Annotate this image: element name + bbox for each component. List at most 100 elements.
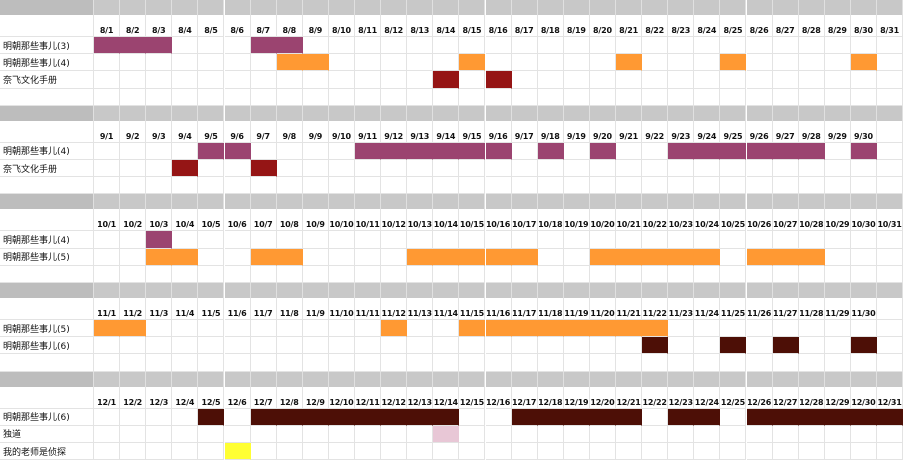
grid-cell[interactable] [877,443,904,460]
reading-day-cell[interactable] [720,337,747,355]
separator-cell[interactable] [433,0,460,15]
reading-day-cell[interactable] [224,443,251,460]
separator-cell[interactable] [328,283,355,298]
grid-cell[interactable] [146,320,173,338]
grid-cell[interactable] [616,142,643,160]
grid-cell[interactable] [381,337,408,355]
grid-cell[interactable] [146,177,173,195]
grid-cell[interactable] [668,425,695,443]
date-header-cell[interactable]: 12/5 [198,386,225,409]
reading-day-cell[interactable] [589,320,616,338]
reading-day-cell[interactable] [668,408,695,426]
reading-day-cell[interactable] [433,142,460,160]
date-header-cell[interactable]: 11/8 [276,298,303,320]
date-header-cell[interactable]: 10/24 [694,209,721,232]
reading-day-cell[interactable] [668,142,695,160]
grid-cell[interactable] [250,231,277,249]
grid-cell[interactable] [328,37,355,55]
separator-cell[interactable] [224,105,251,121]
separator-cell[interactable] [250,105,277,121]
reading-day-cell[interactable] [381,142,408,160]
grid-cell[interactable] [824,37,851,55]
grid-cell[interactable] [224,248,251,266]
grid-cell[interactable] [94,71,121,89]
grid-cell[interactable] [824,71,851,89]
separator-cell[interactable] [224,371,251,387]
grid-cell[interactable] [120,177,147,195]
date-header-cell[interactable]: 8/28 [798,15,825,37]
date-header-cell[interactable]: 10/11 [355,209,382,232]
grid-cell[interactable] [537,54,564,72]
grid-cell[interactable] [850,71,877,89]
date-header-cell[interactable]: 11/21 [616,298,643,320]
reading-day-cell[interactable] [407,248,434,266]
reading-day-cell[interactable] [146,231,173,249]
date-header-cell[interactable]: 9/21 [616,120,643,143]
reading-day-cell[interactable] [668,248,695,266]
separator-cell[interactable] [381,0,408,15]
grid-cell[interactable] [120,88,147,106]
grid-cell[interactable] [146,71,173,89]
reading-day-cell[interactable] [642,248,669,266]
grid-cell[interactable] [407,443,434,460]
separator-cell[interactable] [381,371,408,387]
reading-day-cell[interactable] [433,425,460,443]
grid-cell[interactable] [798,37,825,55]
separator-cell[interactable] [433,105,460,121]
reading-day-cell[interactable] [485,320,512,338]
date-header-cell[interactable]: 12/7 [250,386,277,409]
separator-cell[interactable] [302,0,329,15]
separator-cell[interactable] [250,371,277,387]
date-header-cell[interactable]: 10/14 [433,209,460,232]
separator-cell[interactable] [459,194,486,210]
date-header-cell[interactable]: 11/3 [146,298,173,320]
grid-cell[interactable] [407,425,434,443]
grid-cell[interactable] [198,248,225,266]
reading-day-cell[interactable] [302,54,329,72]
grid-cell[interactable] [276,443,303,460]
date-header-cell[interactable]: 11/13 [407,298,434,320]
grid-cell[interactable] [746,337,773,355]
separator-cell[interactable] [589,371,616,387]
grid-cell[interactable] [850,443,877,460]
grid-cell[interactable] [563,142,590,160]
grid-cell[interactable] [355,177,382,195]
grid-cell[interactable] [563,265,590,283]
reading-day-cell[interactable] [746,142,773,160]
separator-cell[interactable] [120,194,147,210]
grid-cell[interactable] [850,248,877,266]
grid-cell[interactable] [407,231,434,249]
grid-cell[interactable] [616,160,643,178]
book-label[interactable]: 明朝那些事儿(5) [0,320,94,338]
grid-cell[interactable] [563,160,590,178]
grid-cell[interactable] [511,354,538,372]
grid-cell[interactable] [746,320,773,338]
date-header-cell[interactable]: 10/18 [537,209,564,232]
grid-cell[interactable] [589,231,616,249]
separator-cell[interactable] [798,194,825,210]
grid-cell[interactable] [668,54,695,72]
grid-cell[interactable] [198,265,225,283]
date-header-cell[interactable]: 9/6 [224,120,251,143]
grid-cell[interactable] [224,320,251,338]
grid-cell[interactable] [746,231,773,249]
date-header-cell[interactable]: 10/20 [589,209,616,232]
separator-cell[interactable] [824,194,851,210]
date-header-cell[interactable]: 10/2 [120,209,147,232]
grid-cell[interactable] [772,160,799,178]
grid-cell[interactable] [511,443,538,460]
grid-cell[interactable] [694,88,721,106]
book-label[interactable]: 明朝那些事儿(6) [0,408,94,426]
separator-cell[interactable] [198,194,225,210]
separator-cell[interactable] [355,283,382,298]
grid-cell[interactable] [877,425,904,443]
grid-cell[interactable] [877,337,904,355]
date-header-cell[interactable]: 12/12 [381,386,408,409]
book-label[interactable]: 明朝那些事儿(4) [0,54,94,72]
grid-cell[interactable] [94,160,121,178]
reading-day-cell[interactable] [772,408,799,426]
reading-day-cell[interactable] [616,248,643,266]
date-header-cell[interactable]: 10/8 [276,209,303,232]
grid-cell[interactable] [459,425,486,443]
grid-cell[interactable] [485,265,512,283]
